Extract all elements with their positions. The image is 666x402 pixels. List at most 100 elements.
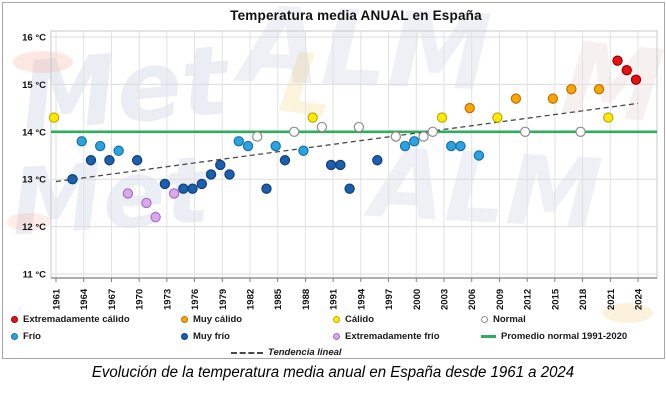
data-point-2022 bbox=[612, 55, 623, 66]
legend-label: Muy frío bbox=[193, 331, 230, 342]
x-tick-label: 2024 bbox=[633, 288, 644, 310]
x-tick-label: 1967 bbox=[107, 289, 118, 310]
legend-label: Tendencia lineal bbox=[268, 347, 342, 358]
data-point-1982 bbox=[242, 140, 254, 152]
legend-label: Extremadamente frío bbox=[345, 331, 440, 342]
data-point-1961 bbox=[48, 112, 60, 123]
data-point-1963 bbox=[67, 173, 78, 185]
x-tick-label: 1964 bbox=[79, 288, 90, 310]
data-point-1968 bbox=[113, 145, 124, 156]
data-point-1984 bbox=[261, 183, 272, 194]
y-tick-label: 11 °C bbox=[23, 270, 46, 281]
data-point-2000 bbox=[409, 136, 420, 147]
normal-swatch bbox=[481, 316, 488, 323]
data-point-1999 bbox=[399, 140, 411, 152]
x-tick-label: 1979 bbox=[218, 289, 229, 310]
x-tick-label: 2021 bbox=[606, 288, 617, 310]
plot-area: 16 °C 15 °C 14 °C 13 °C 12 °C 11 °C 1961 1964 19… bbox=[22, 30, 658, 310]
data-point-1980 bbox=[224, 169, 235, 180]
data-point-1976 bbox=[187, 183, 198, 194]
data-point-1983 bbox=[252, 131, 263, 142]
x-tick-label: 1985 bbox=[273, 288, 284, 310]
legend-item-trend_line: Tendencia lineal bbox=[231, 347, 342, 358]
x-tick-label: 1961 bbox=[52, 288, 63, 310]
x-tick-label: 2018 bbox=[578, 289, 589, 310]
x-tick-label: 2012 bbox=[523, 289, 534, 310]
data-point-2018 bbox=[575, 126, 586, 138]
y-tick-label: 13 °C bbox=[22, 175, 46, 186]
data-point-1964 bbox=[76, 136, 87, 147]
x-tick-label: 2003 bbox=[439, 289, 450, 310]
muy_frio-swatch bbox=[181, 333, 188, 340]
x-tick-label: 1988 bbox=[301, 289, 312, 310]
frio-swatch bbox=[11, 333, 18, 340]
data-point-2023 bbox=[621, 64, 632, 76]
data-point-2006 bbox=[464, 102, 475, 114]
data-point-2021 bbox=[603, 112, 614, 123]
data-point-2012 bbox=[519, 126, 531, 138]
extremadamente_frio-swatch bbox=[333, 333, 340, 340]
y-tick-label: 12 °C bbox=[22, 222, 46, 233]
chart-legend: Extremadamente cálido Muy cálido Cálido Nor… bbox=[3, 3, 664, 358]
x-tick-label: 2009 bbox=[495, 289, 506, 310]
muy_calido-swatch bbox=[181, 316, 188, 323]
data-point-1974 bbox=[168, 188, 180, 199]
y-tick-label: 15 °C bbox=[22, 80, 46, 91]
legend-item-frio: Frío bbox=[11, 331, 41, 342]
trend-line-swatch bbox=[231, 351, 263, 354]
data-point-2007 bbox=[473, 150, 485, 161]
x-tick-label: 2015 bbox=[550, 288, 561, 310]
data-point-1969 bbox=[122, 188, 134, 199]
x-tick-label: 1970 bbox=[135, 289, 146, 310]
data-point-1992 bbox=[335, 159, 346, 171]
data-point-2020 bbox=[593, 83, 605, 95]
data-point-1986 bbox=[279, 155, 291, 166]
data-point-1998 bbox=[390, 131, 402, 142]
legend-label: Normal bbox=[493, 314, 526, 325]
data-point-2024 bbox=[630, 74, 642, 85]
chart-figure: Met ALM Met ALM M L Temperatura media AN… bbox=[2, 2, 665, 359]
data-point-1985 bbox=[270, 140, 281, 152]
data-point-1979 bbox=[215, 159, 226, 171]
data-point-2011 bbox=[510, 93, 522, 104]
x-tick-label: 1982 bbox=[245, 289, 256, 310]
normal-line-swatch bbox=[481, 335, 496, 338]
data-point-1967 bbox=[104, 155, 115, 166]
chart-title: Temperatura media ANUAL en España bbox=[230, 8, 482, 23]
data-point-1981 bbox=[233, 136, 244, 147]
data-point-2017 bbox=[566, 83, 577, 95]
x-tick-label: 1994 bbox=[356, 288, 367, 310]
y-tick-label: 16 °C bbox=[22, 33, 46, 44]
x-tick-label: 1973 bbox=[162, 289, 173, 310]
data-point-2002 bbox=[427, 126, 438, 138]
legend-item-extremadamente_calido: Extremadamente cálido bbox=[11, 314, 130, 325]
legend-label: Muy cálido bbox=[193, 314, 243, 325]
figure-caption: Evolución de la temperatura media anual … bbox=[91, 364, 575, 381]
legend-label: Promedio normal 1991-2020 bbox=[501, 331, 628, 342]
data-point-1993 bbox=[344, 183, 355, 194]
data-point-1989 bbox=[307, 112, 318, 123]
extremadamente_calido-swatch bbox=[11, 316, 18, 323]
legend-label: Cálido bbox=[345, 314, 375, 325]
data-point-2001 bbox=[418, 131, 429, 142]
data-point-1987 bbox=[288, 126, 300, 138]
x-tick-label: 1976 bbox=[190, 289, 201, 310]
data-point-1966 bbox=[94, 140, 106, 152]
legend-item-normal: Normal bbox=[481, 314, 526, 325]
data-point-2009 bbox=[492, 112, 503, 123]
legend-item-muy_calido: Muy cálido bbox=[181, 314, 242, 325]
data-point-1996 bbox=[372, 155, 383, 166]
data-point-1973 bbox=[159, 178, 171, 190]
y-tick-label: 14 °C bbox=[22, 127, 46, 138]
legend-item-muy_frio: Muy frío bbox=[181, 331, 230, 342]
legend-item-calido: Cálido bbox=[333, 314, 374, 325]
data-point-2003 bbox=[436, 112, 448, 123]
x-tick-label: 2000 bbox=[412, 289, 423, 310]
legend-label: Extremadamente cálido bbox=[23, 314, 130, 325]
x-tick-label: 1991 bbox=[329, 288, 340, 310]
data-point-1965 bbox=[85, 155, 97, 166]
data-point-1971 bbox=[141, 197, 152, 209]
data-point-2005 bbox=[455, 140, 466, 152]
data-point-1990 bbox=[316, 121, 328, 133]
